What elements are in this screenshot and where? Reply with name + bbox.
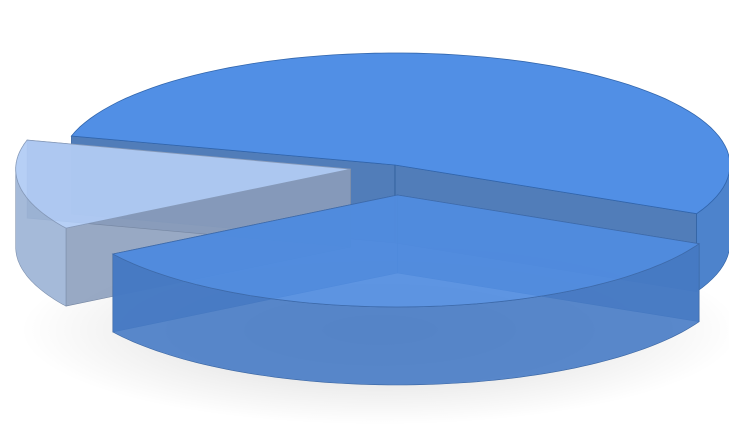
pie-slice <box>15 139 351 229</box>
pie-slice <box>111 194 701 308</box>
